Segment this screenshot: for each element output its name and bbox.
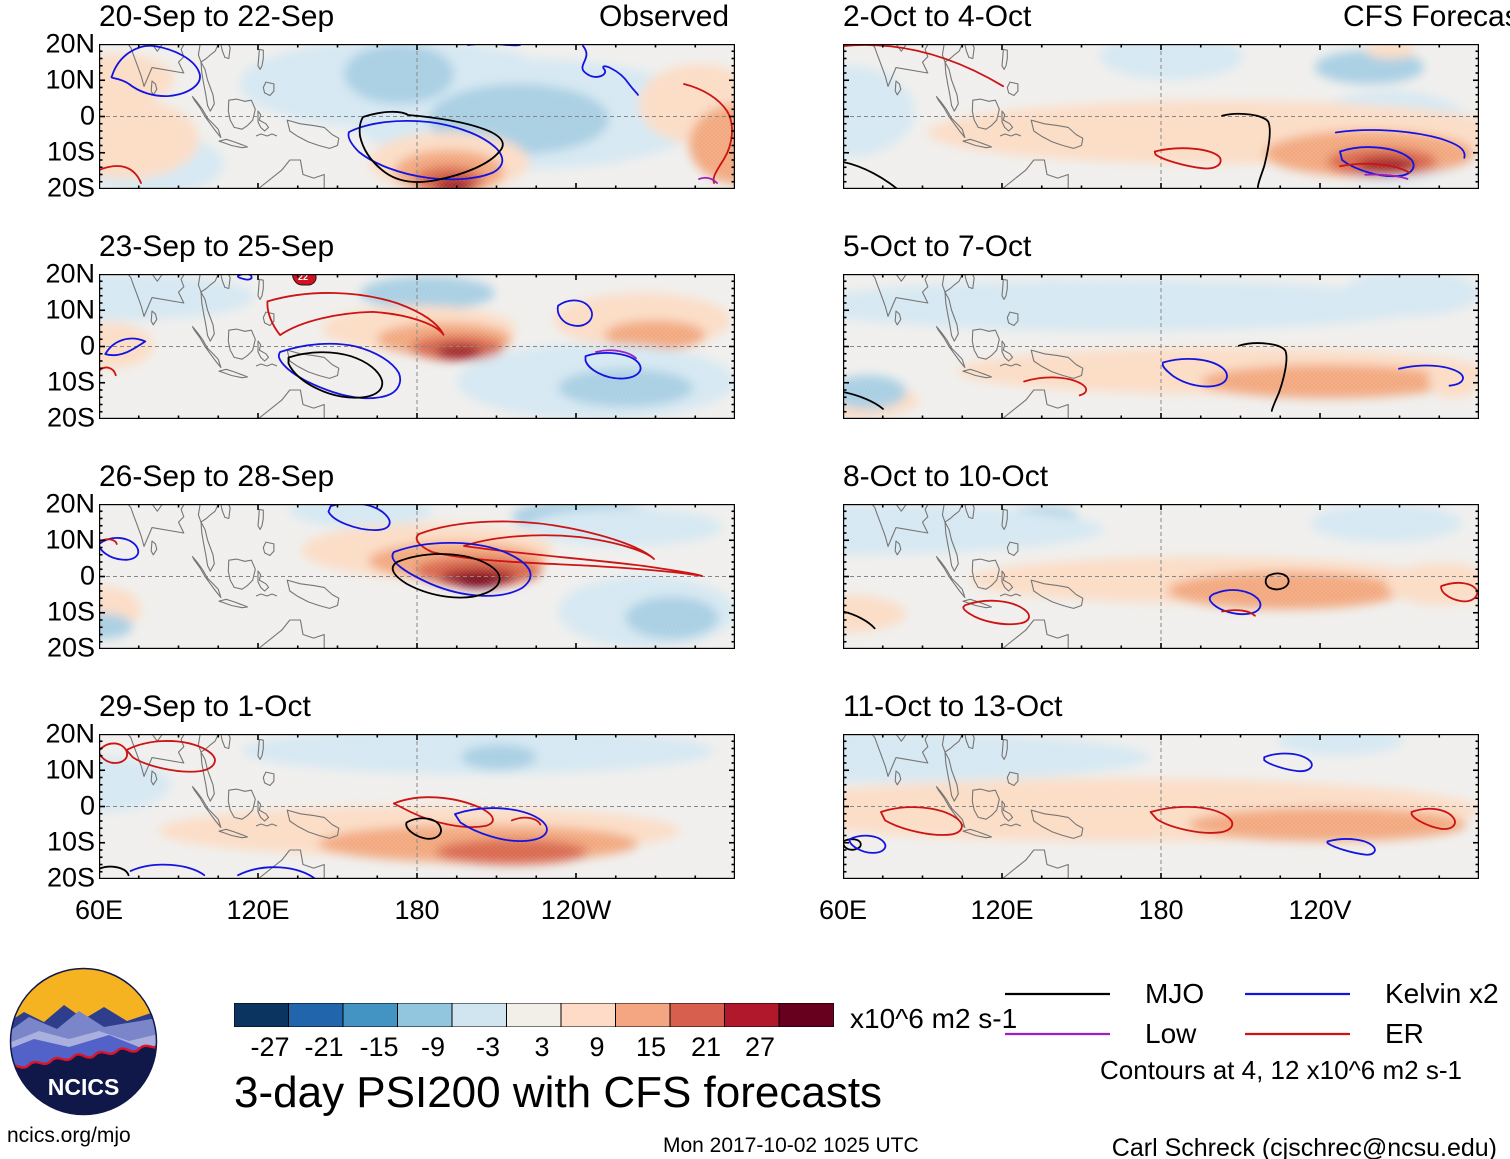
svg-text:22: 22 (298, 274, 308, 282)
svg-text:NCICS: NCICS (48, 1074, 120, 1100)
